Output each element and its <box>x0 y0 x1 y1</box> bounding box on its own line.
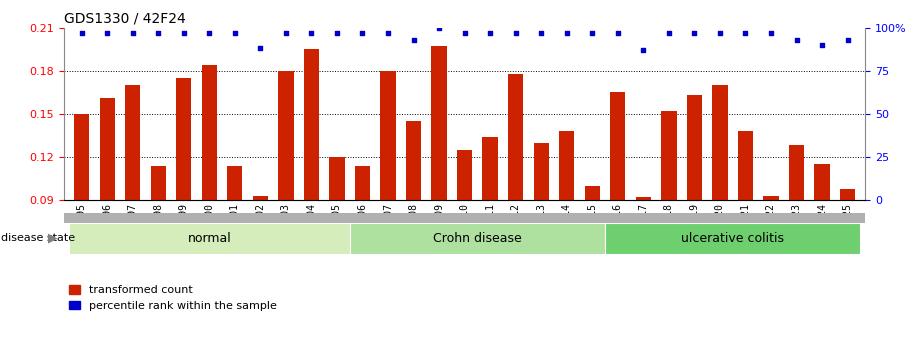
Point <box>687 30 701 36</box>
Bar <box>483 137 497 200</box>
Bar <box>712 85 728 200</box>
Text: ▶: ▶ <box>47 231 57 245</box>
Point <box>789 37 804 42</box>
Bar <box>381 71 395 200</box>
Bar <box>278 71 293 200</box>
Bar <box>687 95 702 200</box>
Point <box>126 30 140 36</box>
Bar <box>457 150 472 200</box>
Bar <box>176 78 191 200</box>
Point <box>406 37 421 42</box>
Bar <box>432 46 446 200</box>
Bar <box>406 121 421 200</box>
Point <box>840 37 855 42</box>
Bar <box>329 157 344 200</box>
Point <box>432 25 446 30</box>
Text: normal: normal <box>188 231 231 245</box>
Bar <box>201 65 217 200</box>
Point <box>75 30 89 36</box>
Point <box>559 30 574 36</box>
Point <box>304 30 319 36</box>
Bar <box>227 166 242 200</box>
Bar <box>99 98 115 200</box>
Bar <box>125 85 140 200</box>
Bar <box>738 131 753 200</box>
Point <box>508 30 523 36</box>
Legend: transformed count, percentile rank within the sample: transformed count, percentile rank withi… <box>69 285 277 311</box>
Point <box>202 30 217 36</box>
Text: GDS1330 / 42F24: GDS1330 / 42F24 <box>64 11 186 25</box>
Point <box>483 30 497 36</box>
Point <box>763 30 778 36</box>
Text: ulcerative colitis: ulcerative colitis <box>681 231 784 245</box>
Point <box>585 30 599 36</box>
Bar <box>69 223 350 254</box>
Bar <box>150 166 166 200</box>
Bar <box>303 49 319 200</box>
Bar <box>840 189 855 200</box>
Bar <box>74 114 89 200</box>
Bar <box>610 92 626 200</box>
Point <box>661 30 676 36</box>
Point <box>712 30 727 36</box>
Point <box>457 30 472 36</box>
Bar <box>789 146 804 200</box>
Bar <box>763 196 779 200</box>
Point <box>355 30 370 36</box>
Bar <box>814 164 830 200</box>
Point <box>738 30 752 36</box>
Text: Crohn disease: Crohn disease <box>433 231 522 245</box>
Bar <box>350 223 605 254</box>
Point <box>151 30 166 36</box>
Point <box>610 30 625 36</box>
Text: disease state: disease state <box>1 233 75 243</box>
Bar <box>252 196 268 200</box>
Bar <box>636 197 651 200</box>
Bar <box>508 73 523 200</box>
Point <box>228 30 242 36</box>
Point <box>636 47 650 53</box>
Bar <box>585 186 600 200</box>
Point <box>534 30 548 36</box>
Bar <box>661 111 677 200</box>
Bar <box>534 142 548 200</box>
Bar <box>354 166 370 200</box>
Point <box>100 30 115 36</box>
Point <box>177 30 191 36</box>
Bar <box>605 223 860 254</box>
Point <box>330 30 344 36</box>
Point <box>381 30 395 36</box>
Point <box>253 46 268 51</box>
Bar <box>559 131 575 200</box>
Point <box>279 30 293 36</box>
Point <box>814 42 829 48</box>
